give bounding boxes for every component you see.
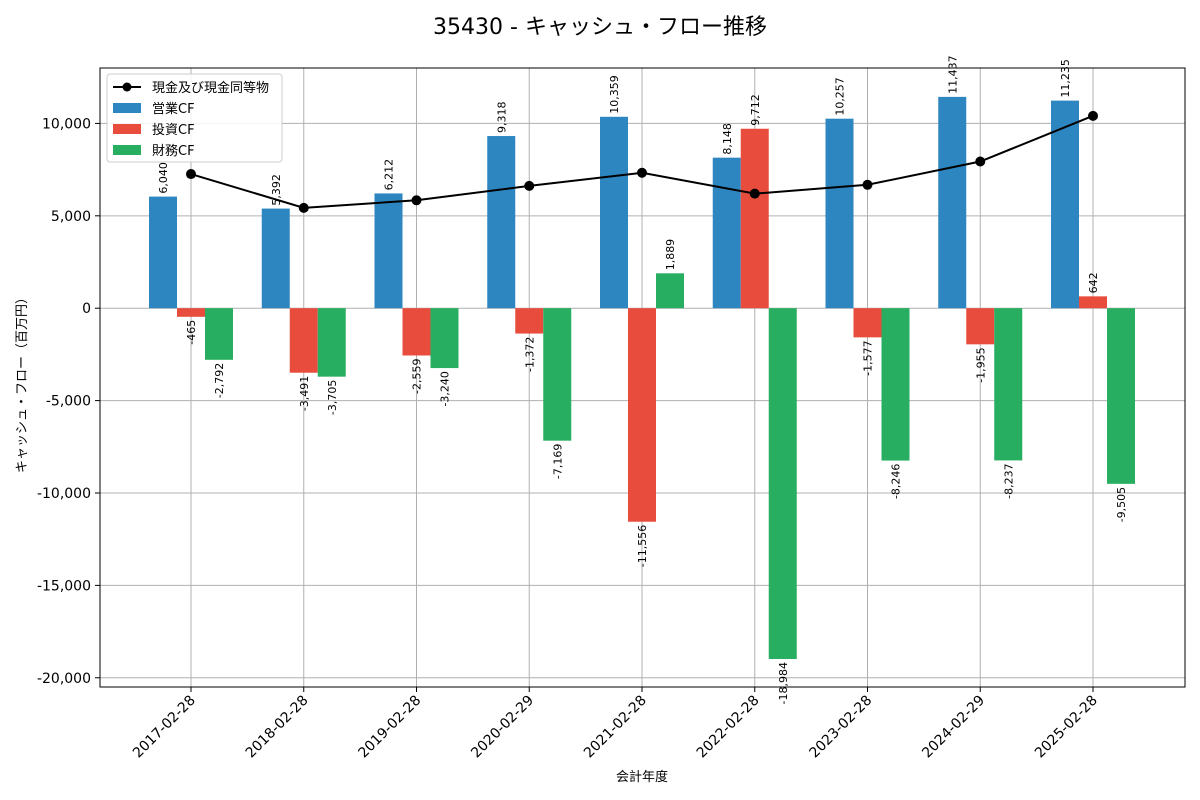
bar-value-label: 9,318 bbox=[495, 102, 508, 134]
bar bbox=[1051, 100, 1079, 309]
bar-value-label: 6,212 bbox=[383, 159, 396, 191]
bar-value-label: -11,556 bbox=[636, 525, 649, 567]
bar-value-label: 1,889 bbox=[664, 239, 677, 271]
x-tick-label: 2020-02-29 bbox=[468, 693, 537, 762]
bar-value-label: -18,984 bbox=[777, 662, 790, 704]
bar bbox=[1079, 296, 1107, 309]
legend-bar-swatch bbox=[113, 103, 141, 113]
y-tick-label: -20,000 bbox=[37, 671, 91, 687]
bar bbox=[881, 308, 910, 461]
bar bbox=[712, 157, 741, 309]
x-tick-label: 2021-02-28 bbox=[581, 693, 650, 762]
bar bbox=[289, 308, 318, 373]
y-tick-label: 10,000 bbox=[42, 116, 91, 132]
bar bbox=[177, 308, 205, 317]
bar bbox=[261, 208, 290, 309]
y-tick-label: -15,000 bbox=[37, 578, 91, 594]
bars bbox=[149, 96, 1135, 659]
cash-line-point bbox=[637, 167, 647, 178]
bar bbox=[825, 118, 854, 309]
bar-value-label: -2,792 bbox=[213, 363, 226, 398]
cash-line-point bbox=[186, 169, 196, 180]
bar-value-label: -3,240 bbox=[439, 371, 452, 406]
y-tick-label: -10,000 bbox=[37, 486, 91, 502]
bar bbox=[374, 193, 403, 309]
y-axis: -20,000 -15,000 -10,000 -5,000 0 5,000 10,000 bbox=[37, 116, 100, 687]
bar bbox=[205, 308, 233, 360]
y-axis-label: キャッシュ・フロー（百万円） bbox=[15, 291, 30, 473]
x-tick-label: 2018-02-28 bbox=[243, 693, 312, 762]
y-tick-label: 5,000 bbox=[51, 209, 91, 225]
bar-value-label: 5,392 bbox=[270, 174, 283, 206]
legend-bar-swatch bbox=[113, 124, 141, 134]
cash-line-point bbox=[1088, 110, 1098, 121]
bar bbox=[966, 308, 995, 345]
x-axis-label: 会計年度 bbox=[616, 769, 668, 785]
x-tick-label: 2025-02-28 bbox=[1032, 693, 1101, 762]
legend-box bbox=[106, 73, 283, 163]
bar-value-label: -7,169 bbox=[551, 444, 564, 479]
bar-value-label: -3,491 bbox=[298, 376, 311, 411]
x-tick-label: 2023-02-28 bbox=[806, 693, 875, 762]
cash-line bbox=[186, 110, 1098, 213]
bar-value-label: 11,235 bbox=[1059, 59, 1072, 98]
legend-label: 現金及び現金同等物 bbox=[152, 80, 269, 96]
bar-value-label: -3,705 bbox=[326, 380, 339, 415]
legend-label: 投資CF bbox=[152, 122, 195, 138]
bar-value-label: -465 bbox=[185, 320, 198, 345]
cash-line-point bbox=[524, 180, 535, 191]
bar bbox=[515, 308, 544, 334]
legend-label: 財務CF bbox=[152, 144, 195, 159]
bar bbox=[600, 116, 628, 309]
bar-value-label: 642 bbox=[1087, 272, 1100, 293]
y-tick-label: -5,000 bbox=[46, 394, 91, 410]
value-labels: 6,040 5,392 6,212 9,318 10,359 8,148 10,257 11,… bbox=[157, 55, 1128, 704]
bar-value-label: 10,257 bbox=[834, 77, 847, 116]
bar bbox=[740, 128, 769, 309]
bar bbox=[628, 308, 656, 522]
bar bbox=[402, 308, 431, 356]
x-tick-label: 2017-02-28 bbox=[130, 693, 199, 762]
bar bbox=[994, 308, 1023, 461]
bar-value-label: 9,712 bbox=[749, 94, 762, 126]
x-tick-label: 2024-02-29 bbox=[919, 693, 988, 762]
legend-marker-swatch bbox=[122, 82, 132, 92]
bar-value-label: 6,040 bbox=[157, 162, 170, 194]
bar bbox=[317, 308, 346, 377]
bar-value-label: -1,577 bbox=[862, 340, 875, 375]
bar bbox=[543, 308, 572, 441]
legend-label: 営業CF bbox=[152, 101, 195, 117]
bar-value-label: 11,437 bbox=[946, 55, 959, 94]
bar bbox=[768, 308, 797, 659]
bar-value-label: -8,237 bbox=[1002, 463, 1015, 498]
bar-value-label: 10,359 bbox=[608, 75, 621, 114]
x-axis: 2017-02-28 2018-02-28 2019-02-28 2020-02-29… bbox=[130, 687, 1101, 761]
legend-bar-swatch bbox=[113, 145, 141, 155]
cash-line-point bbox=[749, 188, 760, 199]
x-tick-label: 2019-02-28 bbox=[355, 693, 424, 762]
bar-value-label: -1,955 bbox=[974, 347, 987, 382]
cash-line-point bbox=[411, 195, 422, 206]
x-tick-label: 2022-02-28 bbox=[694, 693, 763, 762]
bar-value-label: -2,559 bbox=[411, 358, 424, 393]
bar bbox=[1107, 308, 1135, 484]
bar bbox=[853, 308, 882, 338]
bar-value-label: 8,148 bbox=[721, 123, 734, 155]
y-tick-label: 0 bbox=[82, 301, 91, 317]
bar bbox=[430, 308, 459, 369]
chart-title: 35430 - キャッシュ・フロー推移 bbox=[433, 15, 767, 40]
plot-frame bbox=[99, 67, 1186, 688]
bar bbox=[487, 136, 516, 309]
bar-value-label: -9,505 bbox=[1115, 487, 1128, 522]
cash-line-point bbox=[862, 179, 873, 190]
cash-line-point bbox=[975, 156, 986, 167]
bar bbox=[656, 273, 684, 309]
cash-line-point bbox=[298, 202, 309, 213]
bar-value-label: -8,246 bbox=[890, 464, 903, 499]
bar-value-label: -1,372 bbox=[523, 337, 536, 372]
bar bbox=[149, 196, 177, 309]
bar bbox=[938, 96, 967, 309]
